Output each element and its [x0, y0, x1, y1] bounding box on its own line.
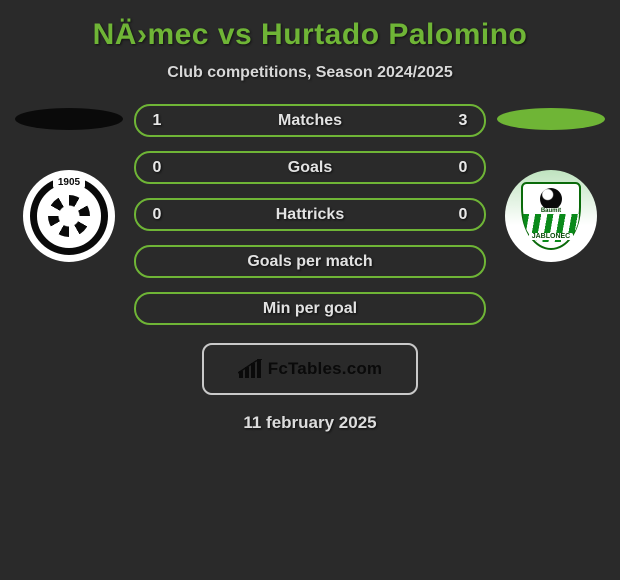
stat-label: Goals per match [247, 253, 372, 271]
soccer-ball-icon [48, 195, 90, 237]
main-row: 1905 1 Matches 3 0 Goals 0 0 Hattricks 0 [0, 104, 620, 325]
stat-row-goals-per-match: Goals per match [134, 245, 486, 278]
right-team-color-chip [497, 108, 605, 130]
right-team-col: Baumit JABLONEC [496, 104, 606, 262]
stat-left-value: 1 [150, 112, 164, 130]
crest-sponsor: Baumit [539, 208, 563, 214]
stat-right-value: 0 [456, 159, 470, 177]
crest-city: JABLONEC [529, 233, 574, 240]
soccer-ball-icon [540, 188, 562, 210]
stat-label: Hattricks [276, 206, 344, 224]
comparison-widget: NÄ›mec vs Hurtado Palomino Club competit… [0, 0, 620, 443]
stat-row-min-per-goal: Min per goal [134, 292, 486, 325]
stat-row-matches: 1 Matches 3 [134, 104, 486, 137]
stat-left-value: 0 [150, 159, 164, 177]
stats-column: 1 Matches 3 0 Goals 0 0 Hattricks 0 Goal… [134, 104, 486, 325]
left-team-color-chip [15, 108, 123, 130]
brand-link[interactable]: FcTables.com [202, 343, 418, 395]
stat-label: Matches [278, 112, 342, 130]
right-team-crest[interactable]: Baumit JABLONEC [505, 170, 597, 262]
stat-row-hattricks: 0 Hattricks 0 [134, 198, 486, 231]
stat-label: Min per goal [263, 300, 357, 318]
stat-right-value: 0 [456, 206, 470, 224]
page-title: NÄ›mec vs Hurtado Palomino [0, 18, 620, 52]
shield-icon: Baumit JABLONEC [521, 182, 581, 250]
left-team-col: 1905 [14, 104, 124, 262]
stat-right-value: 3 [456, 112, 470, 130]
stat-label: Goals [288, 159, 332, 177]
bar-chart-icon [238, 359, 262, 379]
stat-row-goals: 0 Goals 0 [134, 151, 486, 184]
crest-year-badge: 1905 [53, 176, 85, 189]
footer-date: 11 february 2025 [0, 413, 620, 433]
left-team-crest[interactable]: 1905 [23, 170, 115, 262]
brand-text: FcTables.com [268, 359, 383, 379]
page-subtitle: Club competitions, Season 2024/2025 [0, 64, 620, 82]
stat-left-value: 0 [150, 206, 164, 224]
